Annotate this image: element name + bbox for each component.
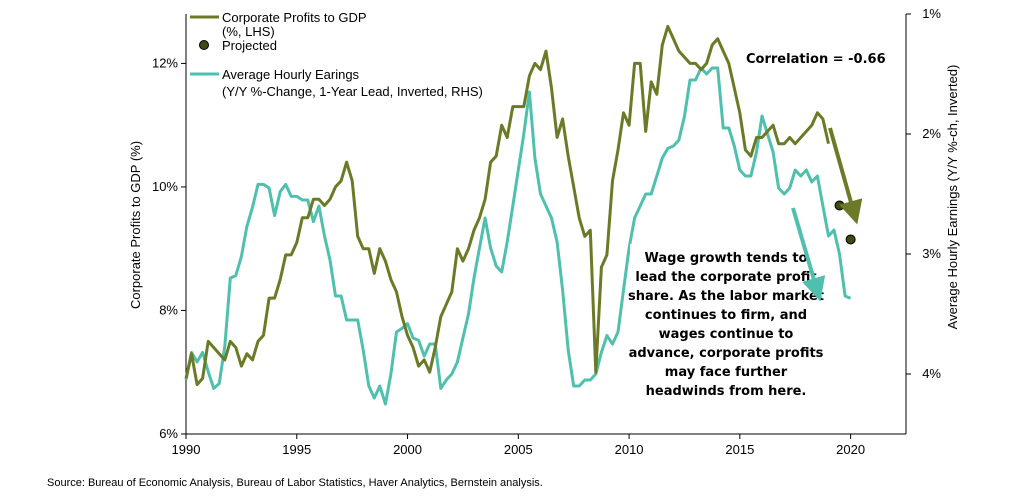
left-tick-label: 10% — [152, 179, 178, 194]
annotation-line: headwinds from here. — [646, 384, 807, 399]
series-hourly-earnings — [184, 66, 852, 406]
left-axis-ticks: 6% 8% 10% 12% — [152, 55, 186, 441]
x-tick-label: 2010 — [615, 442, 644, 457]
correlation-label: Correlation = -0.66 — [746, 52, 886, 67]
wages-down-arrow — [791, 207, 826, 302]
projected-point — [845, 234, 856, 245]
annotation-line: advance, corporate profits — [629, 346, 824, 361]
series-corporate-profits — [184, 24, 830, 387]
annotation-text: Wage growth tends to lead the corporate p… — [628, 251, 824, 399]
annotation-line: share. As the labor market — [628, 289, 824, 304]
x-tick-label: 2005 — [504, 442, 533, 457]
legend-profits-sublabel: (%, LHS) — [222, 24, 275, 39]
right-axis-title: Average Hourly Earnings (Y/Y %-ch, Inver… — [945, 65, 960, 330]
annotation-line: wages continue to — [659, 327, 794, 342]
series-layer — [184, 24, 852, 406]
annotation-line: lead the corporate profit — [635, 270, 816, 285]
left-axis-title: Corporate Profits to GDP (%) — [128, 141, 143, 309]
legend-wages-sublabel: (Y/Y %-Change, 1-Year Lead, Inverted, RH… — [222, 84, 483, 99]
annotation-line: Wage growth tends to — [645, 251, 808, 266]
x-tick-label: 1990 — [172, 442, 201, 457]
legend-wages-label: Average Hourly Earings — [222, 67, 360, 82]
projected-point — [834, 200, 845, 211]
right-axis-ticks: 1% 2% 3% 4% — [906, 6, 941, 381]
x-tick-label: 2000 — [393, 442, 422, 457]
legend-projected-marker — [199, 40, 209, 50]
right-tick-label: 3% — [922, 246, 941, 261]
legend-projected-label: Projected — [222, 38, 277, 53]
right-tick-label: 1% — [922, 6, 941, 21]
legend-profits-label: Corporate Profits to GDP — [222, 10, 367, 25]
left-tick-label: 8% — [159, 302, 178, 317]
annotation-box — [630, 244, 820, 410]
left-tick-label: 6% — [159, 426, 178, 441]
x-axis-ticks: 1990 1995 2000 2005 2010 2015 2020 — [172, 434, 865, 457]
right-tick-label: 2% — [922, 126, 941, 141]
x-tick-label: 1995 — [282, 442, 311, 457]
x-tick-label: 2020 — [836, 442, 865, 457]
right-tick-label: 4% — [922, 366, 941, 381]
profits-down-arrow — [828, 127, 863, 225]
annotation-line: may face further — [665, 365, 788, 380]
x-tick-label: 2015 — [725, 442, 754, 457]
annotation-line: continues to firm, and — [645, 308, 807, 323]
left-tick-label: 12% — [152, 55, 178, 70]
source-note: Source: Bureau of Economic Analysis, Bur… — [47, 477, 543, 489]
legend: Corporate Profits to GDP (%, LHS) Projec… — [190, 10, 483, 99]
